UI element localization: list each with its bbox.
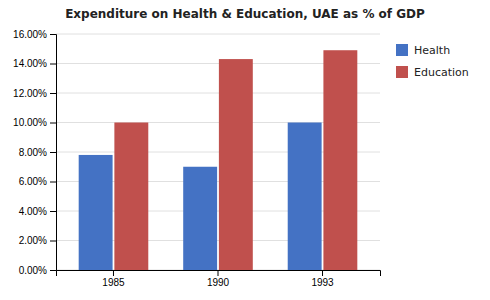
series (79, 123, 322, 271)
y-tick-label: 2.00% (19, 235, 47, 246)
x-tick-mark (218, 270, 219, 276)
plot: 0.00% 2.00% 4.00% 6.00% 8.00% 10.00% 12.00% 14.… (13, 29, 380, 288)
y-tick-label: 14.00% (13, 58, 47, 69)
x-tick: 1985 (102, 270, 125, 288)
y-axis: 0.00% 2.00% 4.00% 6.00% 8.00% 10.00% 12.00% 14.… (13, 29, 56, 276)
y-tick-mark (50, 34, 56, 35)
y-tick: 2.00% (19, 235, 56, 246)
y-tick: 6.00% (19, 176, 56, 187)
axis-domain (50, 35, 57, 271)
y-tick-label: 8.00% (19, 147, 47, 158)
grid (56, 34, 380, 270)
x-tick: 1993 (311, 270, 334, 288)
y-tick: 4.00% (19, 206, 56, 217)
bar (79, 155, 113, 270)
series (114, 50, 357, 270)
x-tick: 1990 (207, 270, 230, 288)
bars (79, 50, 358, 270)
grid-line (56, 34, 380, 35)
bar (114, 123, 148, 271)
y-tick-mark (50, 152, 56, 153)
x-tick-label: 1985 (102, 277, 125, 288)
y-tick: 8.00% (19, 147, 56, 158)
y-tick-label: 6.00% (19, 176, 47, 187)
y-tick-label: 10.00% (13, 117, 47, 128)
x-tick-mark (322, 270, 323, 276)
y-tick-label: 0.00% (19, 265, 47, 276)
y-tick: 14.00% (13, 58, 56, 69)
x-axis: 1985 1990 1993 (57, 270, 381, 288)
legend: Health Education (396, 44, 469, 79)
y-tick-mark (50, 211, 56, 212)
y-tick-label: 12.00% (13, 88, 47, 99)
y-tick: 0.00% (19, 265, 56, 276)
y-tick-mark (50, 270, 56, 271)
y-tick: 10.00% (13, 117, 56, 128)
bar (323, 50, 357, 270)
y-tick-mark (50, 123, 56, 124)
legend-label: Education (414, 66, 469, 79)
bar (219, 59, 253, 270)
x-tick-label: 1990 (207, 277, 230, 288)
legend-swatch (396, 44, 408, 56)
y-tick-mark (50, 182, 56, 183)
legend-item: Health (396, 44, 450, 57)
y-tick-label: 16.00% (13, 29, 47, 40)
x-tick-label: 1993 (311, 277, 334, 288)
y-tick-mark (50, 64, 56, 65)
legend-label: Health (414, 44, 450, 57)
y-tick-mark (50, 93, 56, 94)
axis-domain (57, 271, 381, 277)
bar (183, 167, 217, 270)
y-tick: 16.00% (13, 29, 56, 40)
title: Expenditure on Health & Education, UAE a… (65, 7, 425, 21)
bar (288, 123, 322, 271)
x-tick-mark (113, 270, 114, 276)
chart: Expenditure on Health & Education, UAE a… (0, 0, 490, 300)
y-tick-label: 4.00% (19, 206, 47, 217)
y-tick-mark (50, 241, 56, 242)
y-tick: 12.00% (13, 88, 56, 99)
legend-item: Education (396, 66, 469, 79)
legend-swatch (396, 66, 408, 78)
